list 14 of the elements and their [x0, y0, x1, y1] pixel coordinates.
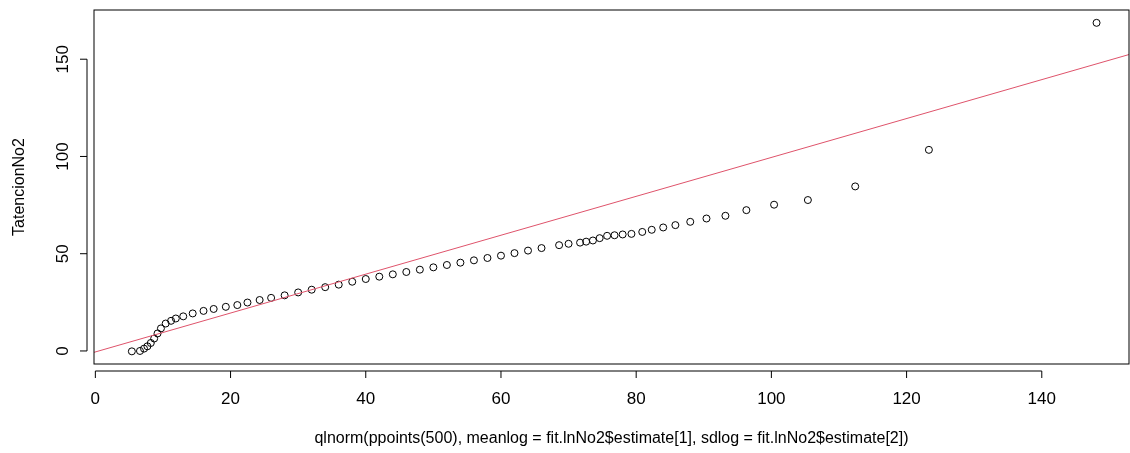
- x-tick-label: 140: [1027, 389, 1056, 408]
- y-tick-label: 0: [53, 346, 72, 356]
- x-tick-label: 80: [626, 389, 646, 408]
- y-tick-label: 50: [53, 244, 72, 264]
- x-tick-label: 20: [221, 389, 241, 408]
- x-tick-label: 120: [892, 389, 921, 408]
- y-axis-title: TatencionNo2: [10, 137, 27, 236]
- x-axis-title: qlnorm(ppoints(500), meanlog = fit.lnNo2$estimate[1], sdlog = fit.lnNo2$estimate[2]): [314, 429, 909, 446]
- y-tick-label: 150: [53, 45, 72, 74]
- x-tick-label: 100: [757, 389, 786, 408]
- x-tick-label: 60: [491, 389, 511, 408]
- x-tick-label: 0: [90, 389, 101, 408]
- x-tick-label: 40: [356, 389, 376, 408]
- y-tick-label: 100: [53, 142, 72, 171]
